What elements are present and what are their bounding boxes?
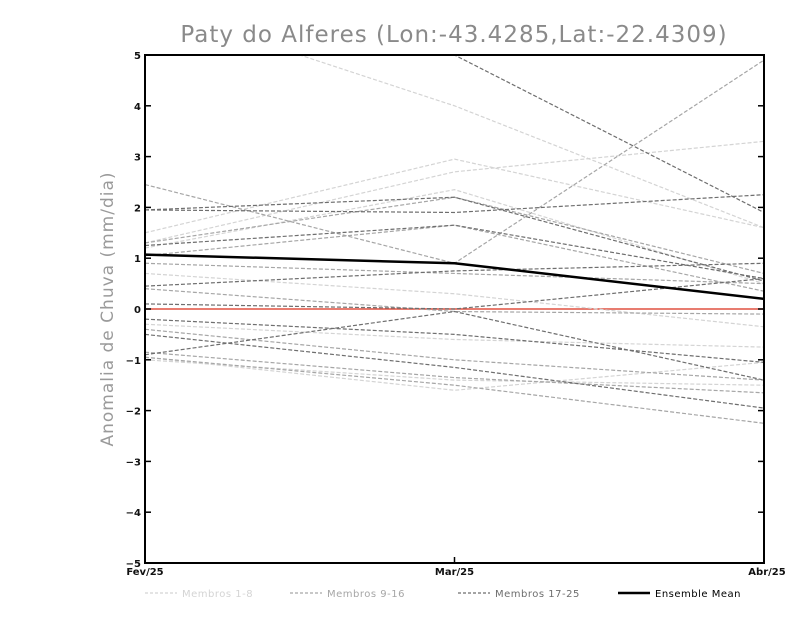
series-line-group1-member6 [145, 323, 764, 348]
y-tick-label: −2 [126, 407, 141, 418]
x-tick-label: Abr/25 [748, 567, 785, 578]
series-line-group1-member5 [145, 272, 764, 328]
series-line-group2-member5 [145, 288, 764, 315]
series-line-group3-member3 [145, 194, 764, 214]
y-tick-label: −4 [126, 508, 141, 519]
series-line-group2-member1 [145, 59, 764, 264]
chart-title: Paty do Alferes (Lon:-43.4285,Lat:-22.43… [180, 22, 727, 48]
y-tick-label: −1 [126, 356, 141, 367]
plot-area: −5 −4 −3 −2 −1 0 1 2 3 4 5 Fev/25 Mar/25 Abr/25 [126, 51, 786, 578]
series-line-group3-member4 [145, 224, 764, 280]
y-tick-label: −5 [126, 559, 141, 570]
x-tick-label: Mar/25 [435, 567, 474, 578]
series-line-group1-member4 [145, 189, 764, 285]
series-line-group1-member3 [145, 140, 764, 244]
series-line-group3-member6 [145, 277, 764, 310]
x-tick-label: Fev/25 [126, 567, 163, 578]
y-tick-label: 1 [134, 254, 141, 265]
series-line-group1-member1 [297, 55, 764, 229]
series-line-group2-member8 [145, 356, 764, 424]
y-axis-label: Anomalia de Chuva (mm/dia) [98, 171, 118, 446]
series-line-group3-member2 [145, 196, 764, 282]
legend-label-3: Membros 17-25 [495, 589, 580, 600]
y-tick-label: 2 [134, 203, 141, 214]
series-line-group3-member8 [145, 333, 764, 409]
series-line-group1-member8 [145, 359, 764, 386]
ensemble-mean-line [145, 253, 764, 301]
y-tick-label: 0 [134, 305, 141, 316]
legend-label-2: Membros 9-16 [327, 589, 405, 600]
series-line-group1-member7 [145, 356, 764, 391]
series-line-group2-member6 [145, 328, 764, 381]
series-lines [145, 55, 764, 424]
series-line-group1-member2 [145, 158, 764, 234]
legend-label-4: Ensemble Mean [655, 589, 741, 600]
y-tick-label: 5 [134, 51, 141, 62]
series-line-group2-member4 [145, 262, 764, 285]
y-tick-label: −3 [126, 457, 141, 468]
series-line-group2-member3 [145, 224, 764, 292]
series-line-group3-member5 [145, 262, 764, 287]
series-line-group2-member7 [145, 351, 764, 394]
y-tick-label: 3 [134, 153, 141, 164]
legend: Membros 1-8 Membros 9-16 Membros 17-25 Ense… [145, 589, 741, 600]
y-tick-label: 4 [134, 102, 141, 113]
series-line-group3-member9 [145, 310, 764, 381]
series-line-group3-member7 [145, 318, 764, 363]
legend-label-1: Membros 1-8 [182, 589, 253, 600]
